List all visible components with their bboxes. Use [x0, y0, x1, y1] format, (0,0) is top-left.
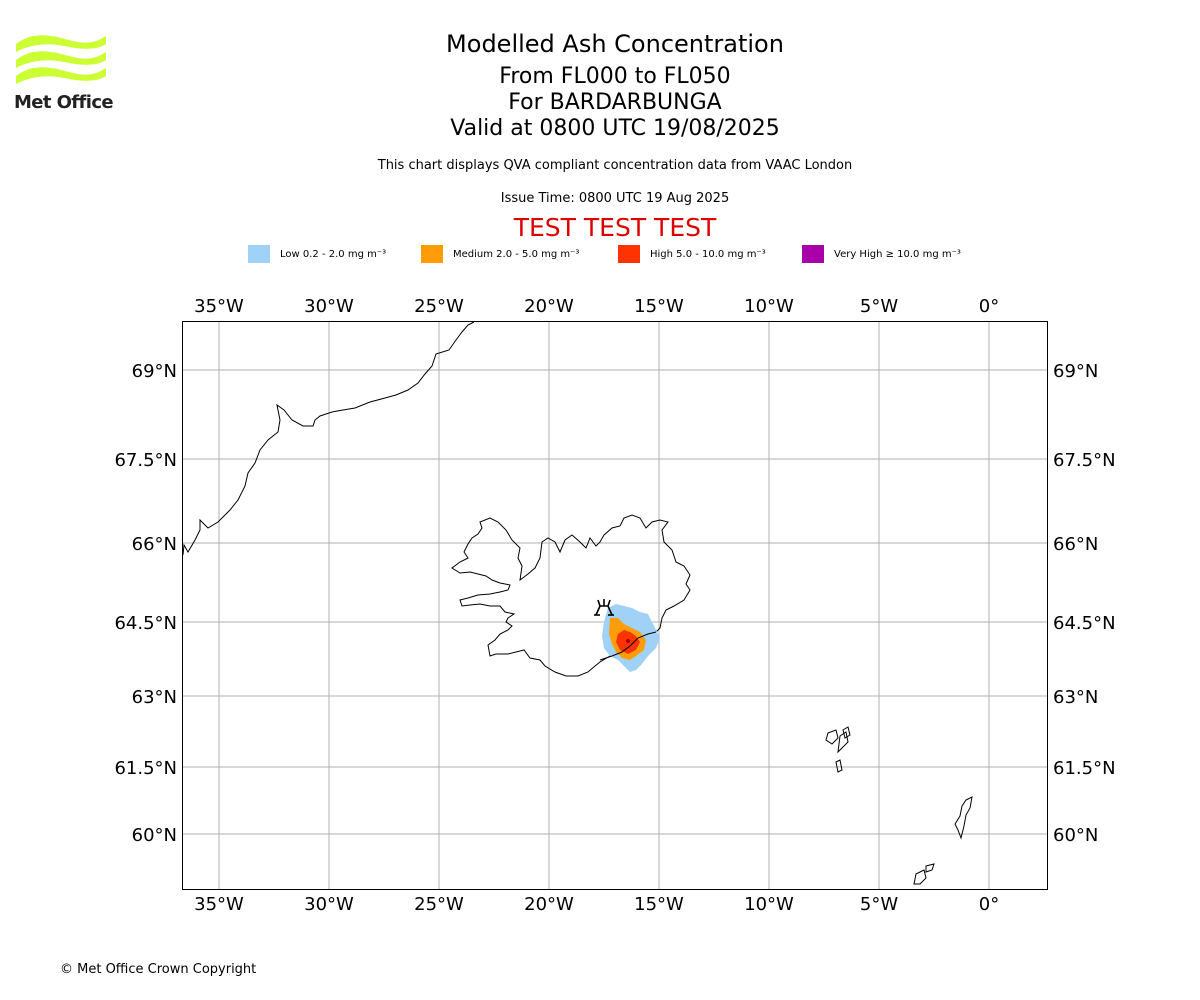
- lon-tick-bottom: 20°W: [524, 894, 574, 915]
- iceland-coastline: [451, 514, 691, 677]
- lat-tick-right: 67.5°N: [1053, 450, 1116, 471]
- lon-tick-bottom: 30°W: [304, 894, 354, 915]
- greenland-coastline: [182, 321, 475, 556]
- lat-tick-left: 69°N: [132, 361, 177, 382]
- lon-tick-bottom: 25°W: [414, 894, 464, 915]
- lon-tick-bottom: 0°: [979, 894, 999, 915]
- lat-tick-right: 61.5°N: [1053, 758, 1116, 779]
- logo-text: Met Office: [14, 92, 114, 113]
- lat-tick-left: 60°N: [132, 825, 177, 846]
- lon-tick-top: 30°W: [304, 296, 354, 317]
- lon-tick-bottom: 10°W: [744, 894, 794, 915]
- faroe-islands: [825, 726, 851, 773]
- legend-item-very-high: Very High ≥ 10.0 mg m⁻³: [802, 244, 961, 264]
- legend-item-high: High 5.0 - 10.0 mg m⁻³: [618, 244, 766, 264]
- legend-swatch-high: [618, 245, 640, 263]
- lon-tick-top: 0°: [979, 296, 999, 317]
- lon-tick-top: 15°W: [634, 296, 684, 317]
- lon-tick-top: 35°W: [194, 296, 244, 317]
- legend-swatch-very-high: [802, 245, 824, 263]
- valid-time: Valid at 0800 UTC 19/08/2025: [450, 116, 780, 141]
- shetland-orkney-islands: [913, 796, 973, 885]
- volcano-icon: [594, 599, 614, 616]
- legend-label-very-high: Very High ≥ 10.0 mg m⁻³: [834, 248, 961, 260]
- map-frame: [182, 321, 1048, 890]
- chart-title: Modelled Ash Concentration: [446, 30, 784, 58]
- legend-item-medium: Medium 2.0 - 5.0 mg m⁻³: [421, 244, 579, 264]
- lat-tick-right: 63°N: [1053, 687, 1098, 708]
- lat-tick-left: 61.5°N: [114, 758, 177, 779]
- gridlines: [183, 322, 1047, 889]
- lat-tick-right: 60°N: [1053, 825, 1098, 846]
- lon-tick-bottom: 15°W: [634, 894, 684, 915]
- volcano-name: For BARDARBUNGA: [508, 90, 722, 115]
- flight-level-range: From FL000 to FL050: [499, 64, 731, 89]
- legend-label-high: High 5.0 - 10.0 mg m⁻³: [650, 248, 766, 260]
- lon-tick-top: 25°W: [414, 296, 464, 317]
- legend-label-medium: Medium 2.0 - 5.0 mg m⁻³: [453, 248, 580, 260]
- legend-item-low: Low 0.2 - 2.0 mg m⁻³: [248, 244, 386, 264]
- legend-swatch-medium: [421, 245, 443, 263]
- lon-tick-top: 20°W: [524, 296, 574, 317]
- lat-tick-right: 66°N: [1053, 534, 1098, 555]
- qva-note: This chart displays QVA compliant concen…: [377, 158, 853, 173]
- copyright-notice: © Met Office Crown Copyright: [60, 962, 257, 977]
- lon-tick-top: 5°W: [860, 296, 898, 317]
- south-coast-overlay: [599, 631, 657, 661]
- legend-label-low: Low 0.2 - 2.0 mg m⁻³: [280, 248, 387, 260]
- ash-peak-marker: [626, 639, 630, 643]
- lat-tick-right: 64.5°N: [1053, 613, 1116, 634]
- lat-tick-left: 63°N: [132, 687, 177, 708]
- lat-tick-left: 67.5°N: [114, 450, 177, 471]
- legend-swatch-low: [248, 245, 270, 263]
- lon-tick-top: 10°W: [744, 296, 794, 317]
- met-office-logo-icon: [16, 35, 106, 84]
- test-banner: TEST TEST TEST: [513, 213, 717, 242]
- lat-tick-left: 64.5°N: [114, 613, 177, 634]
- issue-time: Issue Time: 0800 UTC 19 Aug 2025: [500, 191, 730, 206]
- lon-tick-bottom: 35°W: [194, 894, 244, 915]
- lat-tick-right: 69°N: [1053, 361, 1098, 382]
- lat-tick-left: 66°N: [132, 534, 177, 555]
- lon-tick-bottom: 5°W: [860, 894, 898, 915]
